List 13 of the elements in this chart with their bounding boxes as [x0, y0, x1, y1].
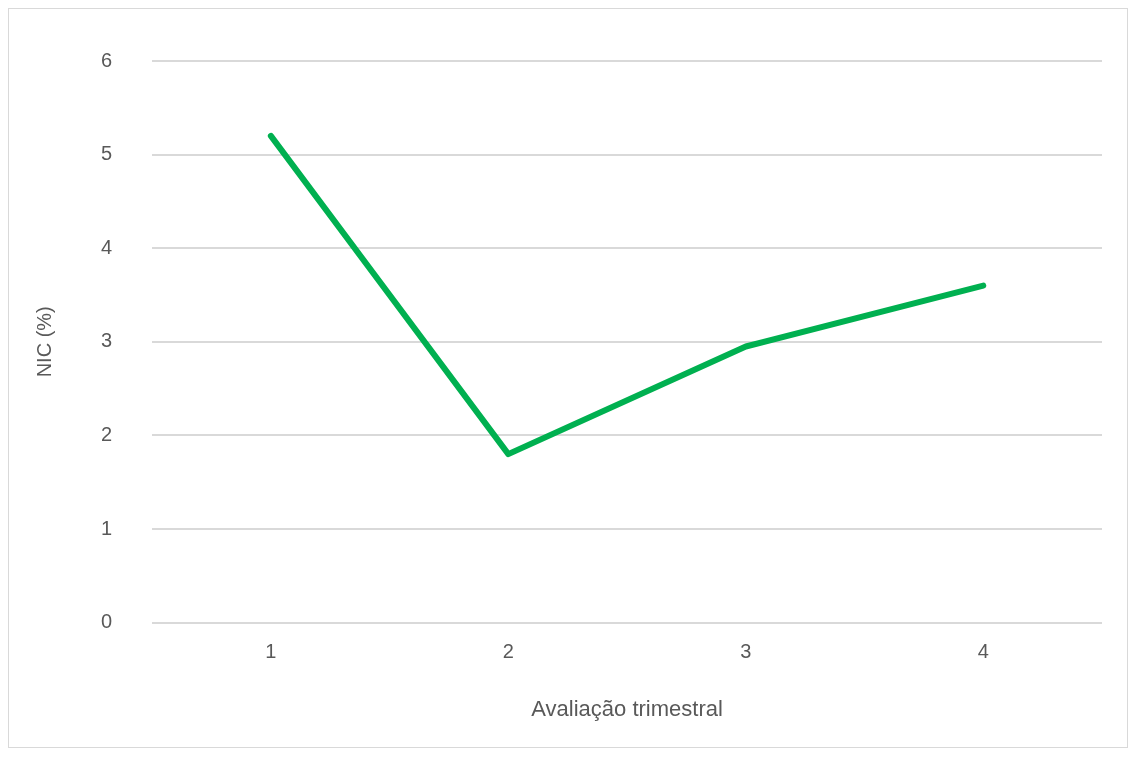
- y-tick-label: 4: [101, 235, 113, 258]
- y-tick-label: 3: [101, 329, 113, 352]
- y-tick-label: 0: [101, 610, 113, 633]
- y-tick-label: 5: [101, 142, 113, 165]
- x-axis-title: Avaliação trimestral: [531, 695, 723, 721]
- y-tick-label: 6: [101, 48, 113, 71]
- x-tick-label: 1: [265, 640, 277, 663]
- x-tick-label: 3: [740, 640, 752, 663]
- x-tick-label: 4: [977, 640, 989, 663]
- y-tick-label: 2: [101, 422, 113, 445]
- y-axis-title: NIC (%): [32, 306, 55, 378]
- y-tick-label: 1: [101, 516, 113, 539]
- x-tick-label: 2: [502, 640, 514, 663]
